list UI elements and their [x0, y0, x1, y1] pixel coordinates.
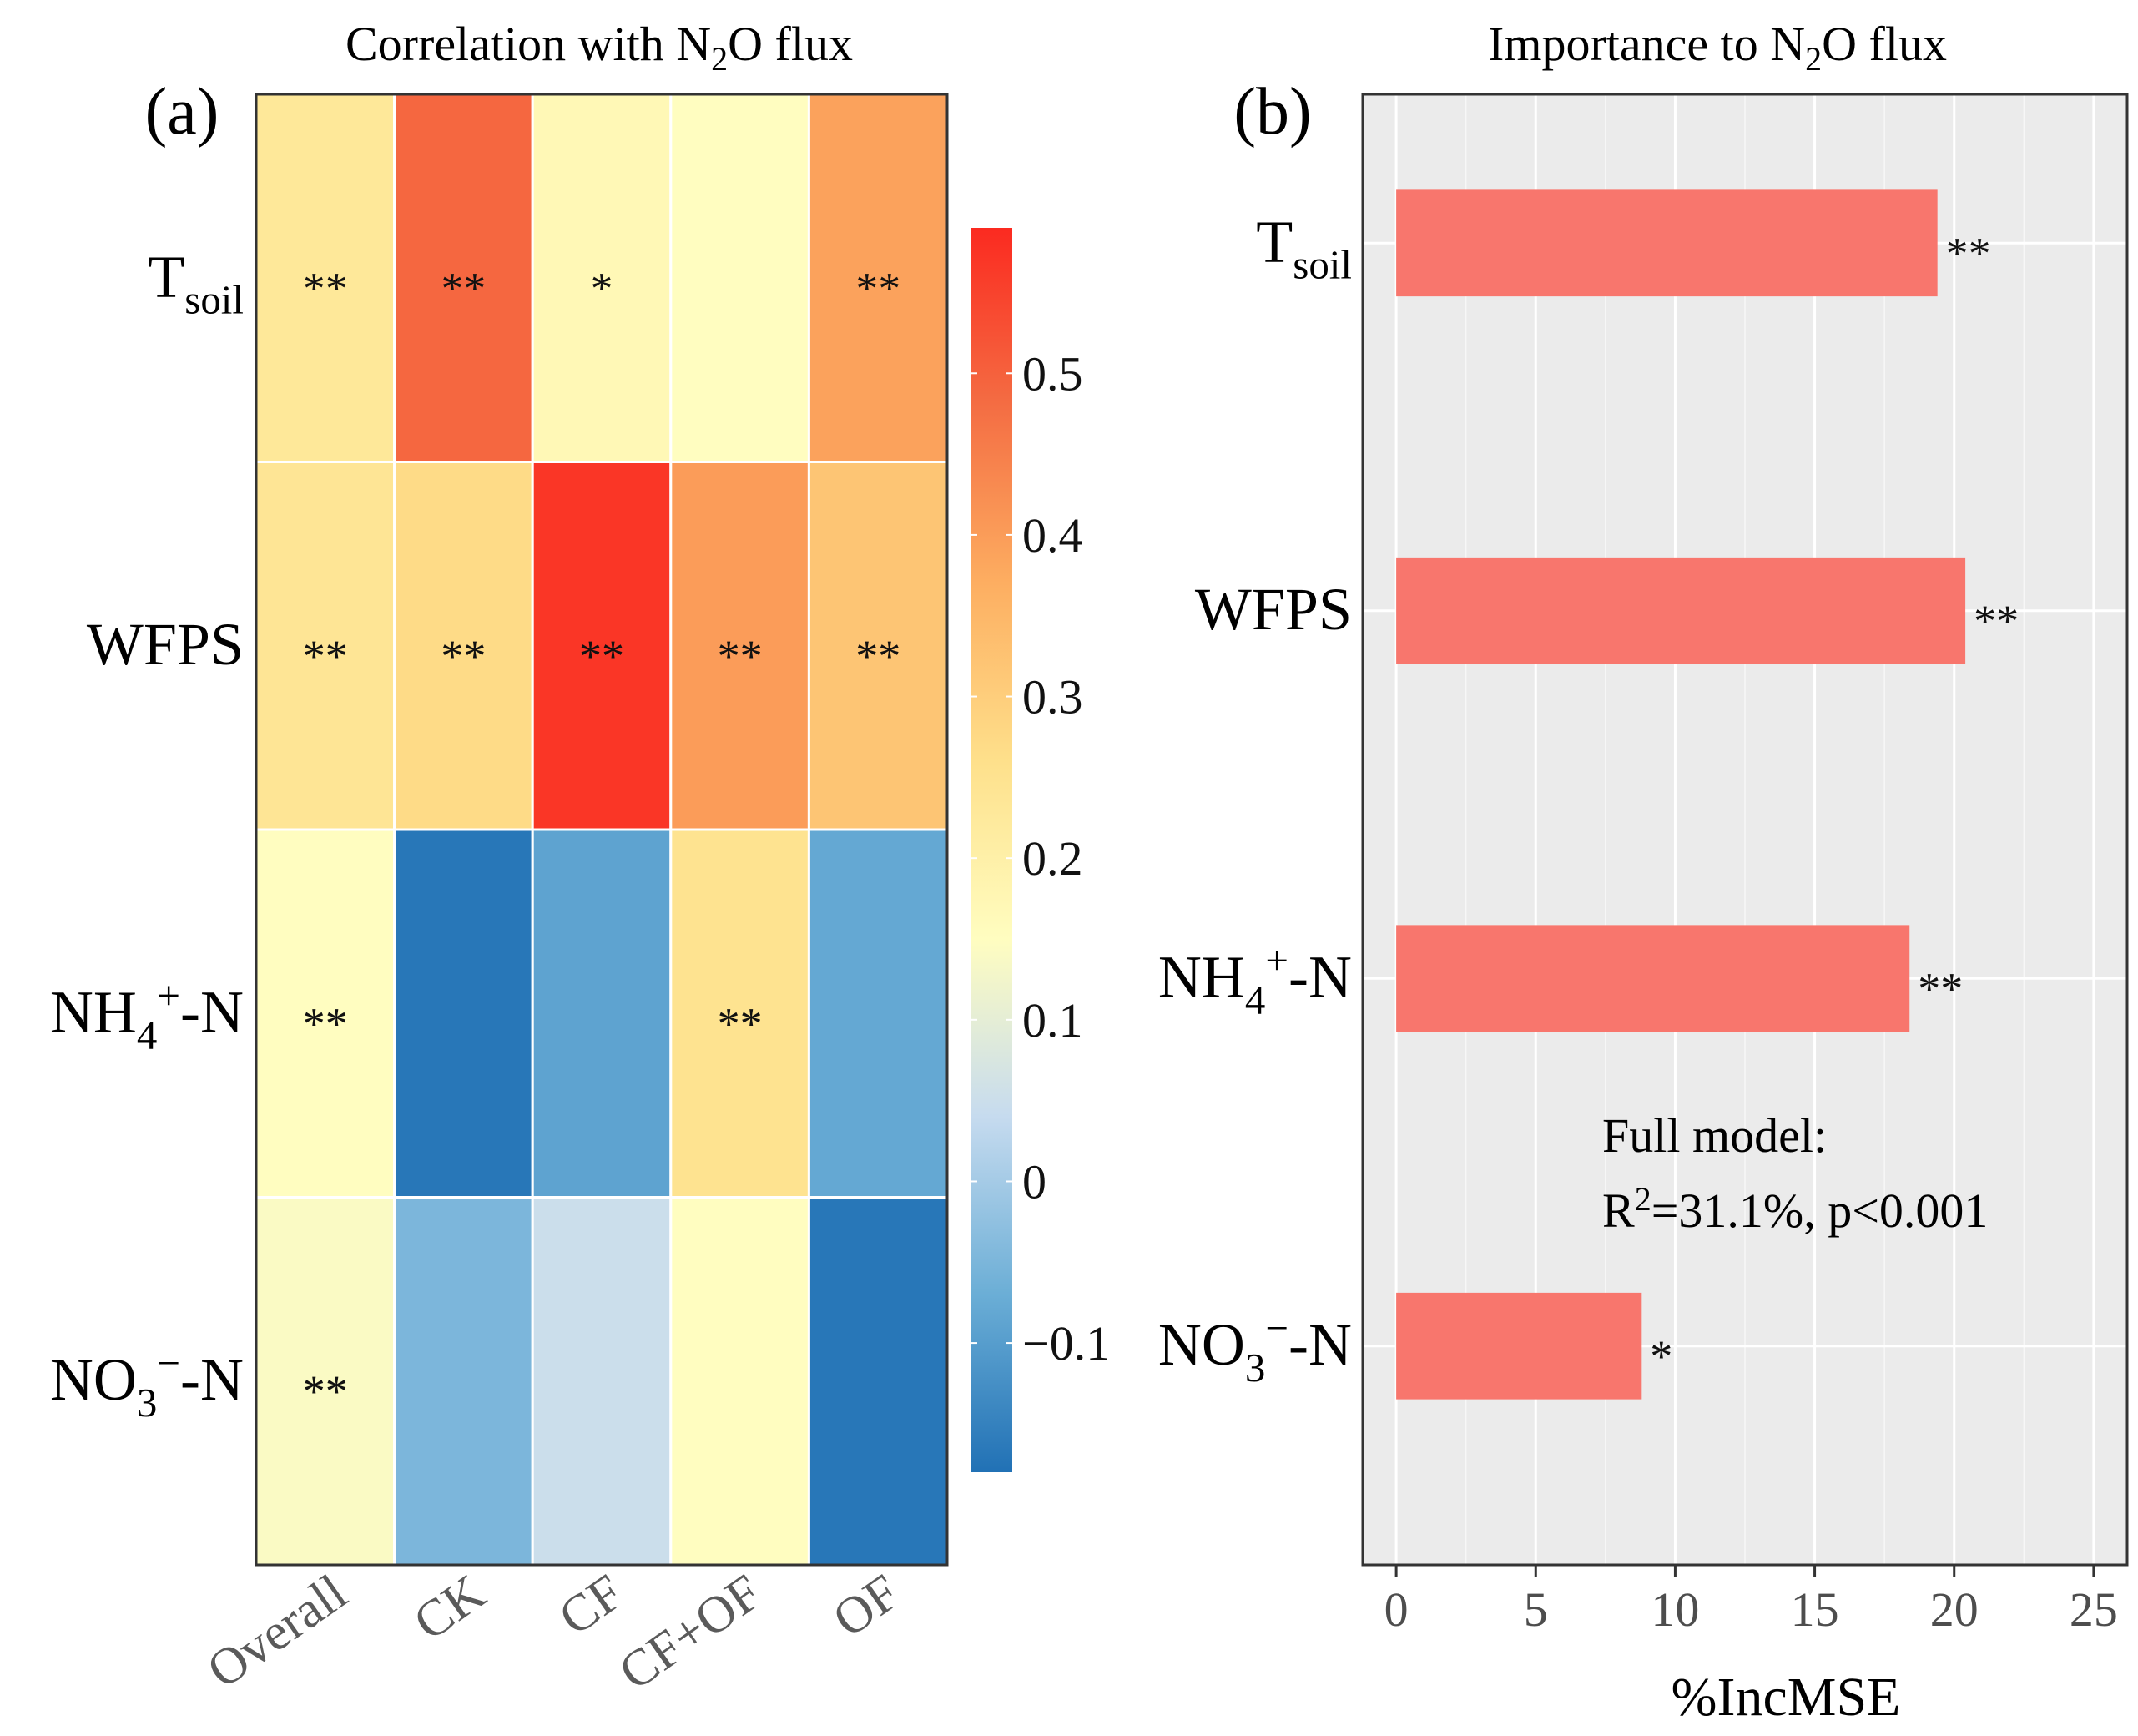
heatmap-cell-no3-of: [807, 1196, 949, 1567]
significance-mark: **: [718, 998, 763, 1048]
colorbar-tick-label: −0.1: [1022, 1316, 1110, 1370]
bar-wfps: [1396, 557, 1966, 664]
bar-significance: *******: [1650, 228, 2019, 1381]
panel-a: (a) Correlation with N2O flux ** ** * **** *…: [50, 17, 1110, 1701]
bar-significance-mark: **: [1974, 596, 2019, 646]
x-tick-label: 15: [1791, 1582, 1839, 1637]
significance-mark: *: [591, 263, 613, 313]
bar-significance-mark: *: [1650, 1331, 1672, 1381]
colorbar-tick-label: 0.4: [1022, 508, 1083, 563]
heatmap-cell-nh4-overall: [255, 828, 396, 1199]
column-label-cf-of: CF+OF: [609, 1564, 772, 1702]
x-tick-label: 0: [1384, 1582, 1409, 1637]
bar-no3: [1396, 1292, 1642, 1400]
column-label-ck: CK: [404, 1564, 496, 1652]
colorbar-tick-label: 0.3: [1022, 670, 1083, 724]
bar-series: [1396, 189, 1966, 1400]
row-label-no3: NO3−-N: [50, 1340, 244, 1426]
significance-mark: **: [718, 631, 763, 681]
colorbar-tick-label: 0: [1022, 1154, 1046, 1209]
heatmap-cell-no3-cf: [531, 1196, 673, 1567]
bar-tsoil: [1396, 189, 1938, 297]
colorbar-tick-label: 0.1: [1022, 993, 1083, 1047]
bar-label-nh4: NH4+-N: [1158, 937, 1352, 1023]
heatmap-cell-tsoil-of: [807, 93, 949, 463]
bar-significance-mark: **: [1918, 963, 1963, 1013]
colorbar-tick-label: 0.5: [1022, 346, 1083, 401]
heatmap-cell-tsoil-overall: [255, 93, 396, 463]
x-axis-ticks: 0 5 10 15 20 25: [1384, 1565, 2118, 1637]
significance-mark: **: [303, 263, 348, 313]
panel-b: (b) Importance to N2O flux ******* Tsoil…: [1158, 17, 2129, 1728]
x-tick-label: 5: [1524, 1582, 1548, 1637]
x-tick-label: 20: [1930, 1582, 1979, 1637]
bar-significance-mark: **: [1946, 228, 1991, 278]
heatmap-cell-nh4-cf: [531, 828, 673, 1199]
significance-mark: **: [303, 998, 348, 1048]
row-label-nh4: NH4+-N: [50, 972, 244, 1058]
column-label-overall: Overall: [198, 1564, 357, 1699]
x-axis-label: %IncMSE: [1672, 1667, 1901, 1728]
panel-a-label: (a): [145, 75, 219, 149]
heatmap-frame: [255, 93, 949, 1567]
heatmap-cell-no3-overall: [255, 1196, 396, 1567]
bar-chart-title: Importance to N2O flux: [1488, 17, 1947, 78]
heatmap-cell-no3-cf-of: [669, 1196, 810, 1567]
bar-category-labels: Tsoil WFPS NH4+-N NO3−-N: [1158, 208, 1352, 1390]
heatmap-cell-wfps-cf-of: [669, 461, 810, 831]
significance-mark: **: [579, 631, 624, 681]
significance-mark: **: [441, 631, 486, 681]
colorbar-tick-label: 0.2: [1022, 831, 1083, 886]
plot-frame: [1361, 93, 2129, 1567]
bar-label-no3: NO3−-N: [1158, 1305, 1352, 1390]
model-annotation: Full model: R2=31.1%, p<0.001: [1602, 1108, 1988, 1238]
heatmap-cell-tsoil-ck: [393, 93, 534, 463]
colorbar-ticks: −0.1 0 0.1 0.2 0.3 0.4 0.5: [971, 346, 1110, 1370]
heatmap-cell-wfps-overall: [255, 461, 396, 831]
colorbar: [971, 228, 1012, 1472]
annotation-line-2: R2=31.1%, p<0.001: [1602, 1180, 1988, 1238]
column-label-of: OF: [823, 1564, 910, 1648]
annotation-line-1: Full model:: [1602, 1108, 1827, 1163]
heatmap-cells: [255, 93, 949, 1567]
row-label-tsoil: Tsoil: [148, 243, 244, 322]
bar-label-wfps: WFPS: [1195, 576, 1352, 643]
significance-mark: **: [303, 1366, 348, 1416]
heatmap-cell-wfps-ck: [393, 461, 534, 831]
bar-label-tsoil: Tsoil: [1256, 208, 1352, 287]
heatmap-row-labels: Tsoil WFPS NH4+-N NO3−-N: [50, 243, 244, 1426]
heatmap-significance: ** ** * **** ** ** ** **** ****: [303, 263, 900, 1416]
heatmap-cell-nh4-of: [807, 828, 949, 1199]
heatmap-title: Correlation with N2O flux: [345, 17, 853, 78]
heatmap-cell-no3-ck: [393, 1196, 534, 1567]
heatmap-cell-nh4-ck: [393, 828, 534, 1199]
heatmap-cell-tsoil-cf-of: [669, 93, 810, 463]
column-label-cf: CF: [549, 1564, 633, 1647]
panel-b-label: (b): [1233, 75, 1311, 149]
significance-mark: **: [441, 263, 486, 313]
bar-nh4: [1396, 925, 1910, 1032]
significance-mark: **: [855, 263, 900, 313]
x-tick-label: 10: [1651, 1582, 1699, 1637]
row-label-wfps: WFPS: [87, 611, 244, 678]
significance-mark: **: [303, 631, 348, 681]
x-tick-label: 25: [2070, 1582, 2118, 1637]
significance-mark: **: [855, 631, 900, 681]
